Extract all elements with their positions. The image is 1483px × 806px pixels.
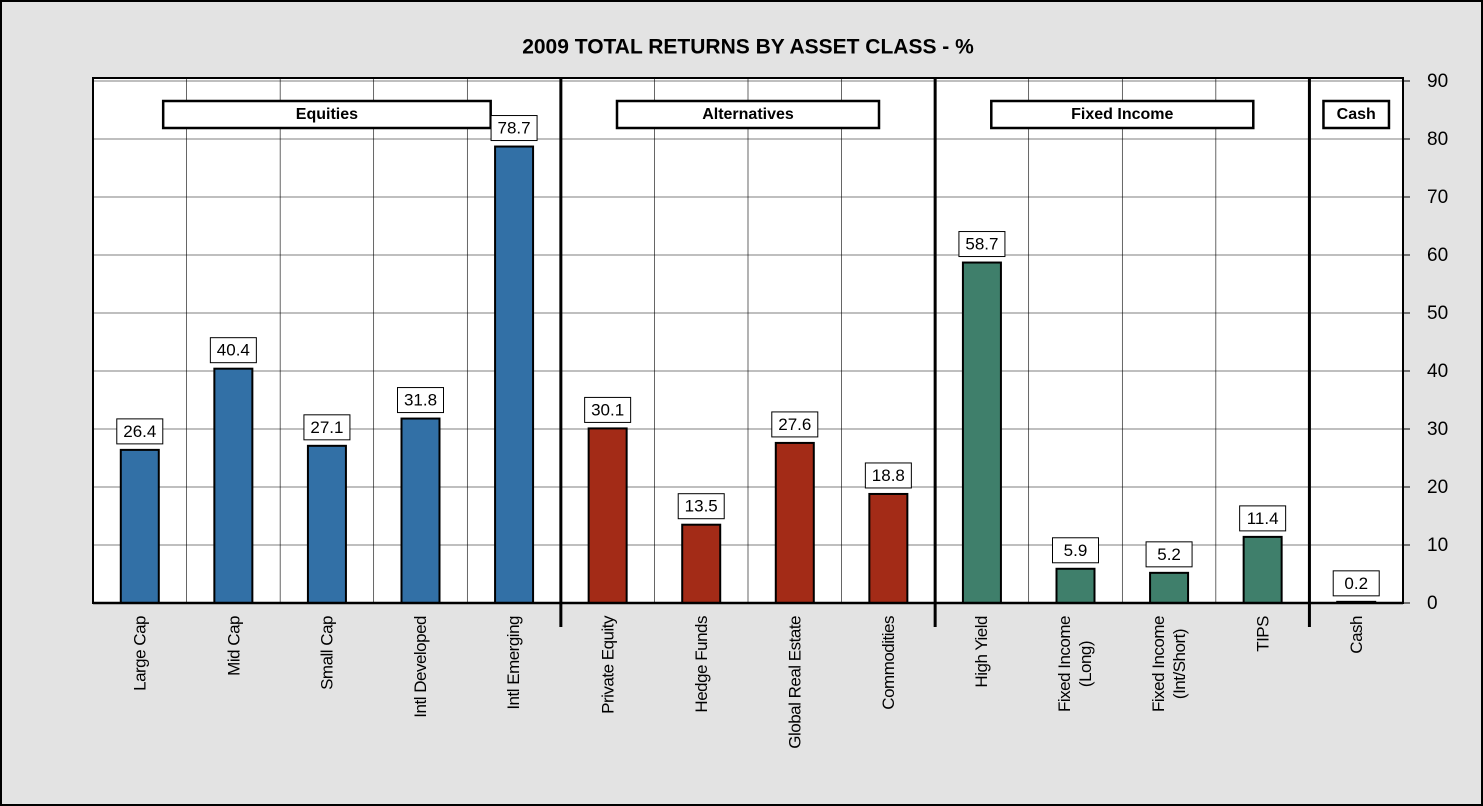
value-label: 78.7 xyxy=(498,119,531,138)
group-label: Cash xyxy=(1337,106,1376,123)
bar xyxy=(774,441,815,605)
bar xyxy=(119,448,160,604)
bar xyxy=(868,492,909,604)
x-tick-label: Large Cap xyxy=(130,616,150,691)
x-tick-label: Hedge Funds xyxy=(691,616,711,713)
y-tick-label: 0 xyxy=(1427,593,1438,614)
group-label-box xyxy=(990,99,1255,130)
value-label: 5.2 xyxy=(1157,545,1181,564)
y-tick-label: 60 xyxy=(1427,245,1448,266)
value-label: 11.4 xyxy=(1247,509,1279,528)
value-label: 0.2 xyxy=(1344,574,1368,593)
chart-title: 2009 TOTAL RETURNS BY ASSET CLASS - % xyxy=(522,36,974,59)
y-tick-label: 20 xyxy=(1427,477,1448,498)
value-label-box xyxy=(490,115,538,142)
bar xyxy=(587,427,628,605)
value-label: 30.1 xyxy=(591,400,624,419)
group-label: Equities xyxy=(296,106,358,123)
value-label-box xyxy=(1145,541,1193,568)
x-tick-label: Global Real Estate xyxy=(785,616,805,749)
y-tick-label: 90 xyxy=(1427,71,1448,92)
y-tick-label: 80 xyxy=(1427,129,1448,150)
bar xyxy=(1055,567,1096,605)
x-tick-label: Mid Cap xyxy=(223,616,243,676)
value-label-box xyxy=(958,231,1006,258)
value-label: 18.8 xyxy=(872,466,905,485)
y-tick-label: 40 xyxy=(1427,361,1448,382)
value-label: 13.5 xyxy=(685,497,718,516)
bar xyxy=(306,444,347,604)
value-label-box xyxy=(1052,537,1099,564)
value-label-box xyxy=(584,396,632,423)
y-tick-label: 30 xyxy=(1427,419,1448,440)
x-tick-label: High Yield xyxy=(972,616,992,688)
x-tick-label: Commodities xyxy=(878,616,898,710)
value-label: 31.8 xyxy=(404,391,437,410)
value-label-box xyxy=(1239,505,1287,532)
x-tick-label: Small Cap xyxy=(317,616,337,690)
value-label-box xyxy=(1332,570,1380,597)
bar xyxy=(494,145,535,604)
group-label-box xyxy=(1322,99,1391,130)
y-tick-label: 50 xyxy=(1427,303,1448,324)
value-label: 26.4 xyxy=(123,422,156,441)
x-tick-label: Intl Emerging xyxy=(504,616,524,710)
value-label: 27.1 xyxy=(310,418,343,437)
value-label-box xyxy=(677,493,725,520)
group-label-box xyxy=(615,99,881,130)
bar xyxy=(681,523,722,605)
group-label: Alternatives xyxy=(702,106,794,123)
value-label-box xyxy=(209,337,257,364)
bar xyxy=(400,417,441,604)
value-label: 40.4 xyxy=(217,341,250,360)
value-label-box xyxy=(771,411,819,438)
value-label-box xyxy=(303,414,351,441)
value-label: 27.6 xyxy=(778,415,811,434)
group-label-box xyxy=(161,99,492,130)
group-label: Fixed Income xyxy=(1071,106,1173,123)
bar xyxy=(1242,535,1283,605)
x-tick-label: Intl Developed xyxy=(411,616,430,718)
value-label: 58.7 xyxy=(965,235,998,254)
x-tick-label: Fixed Income (Long) xyxy=(1055,616,1096,713)
x-tick-label: Cash xyxy=(1346,616,1366,654)
y-tick-label: 70 xyxy=(1427,187,1448,208)
value-label-box xyxy=(864,462,912,489)
bar xyxy=(961,261,1002,604)
x-tick-label: Private Equity xyxy=(598,616,618,714)
value-label: 5.9 xyxy=(1064,541,1088,560)
bar xyxy=(1149,571,1190,605)
x-tick-label: TIPS xyxy=(1253,616,1273,652)
bar xyxy=(213,367,254,604)
x-tick-label: Fixed Income (Int/Short) xyxy=(1149,616,1190,713)
value-label-box xyxy=(116,418,164,445)
y-tick-label: 10 xyxy=(1427,535,1448,556)
value-label-box xyxy=(397,387,444,414)
